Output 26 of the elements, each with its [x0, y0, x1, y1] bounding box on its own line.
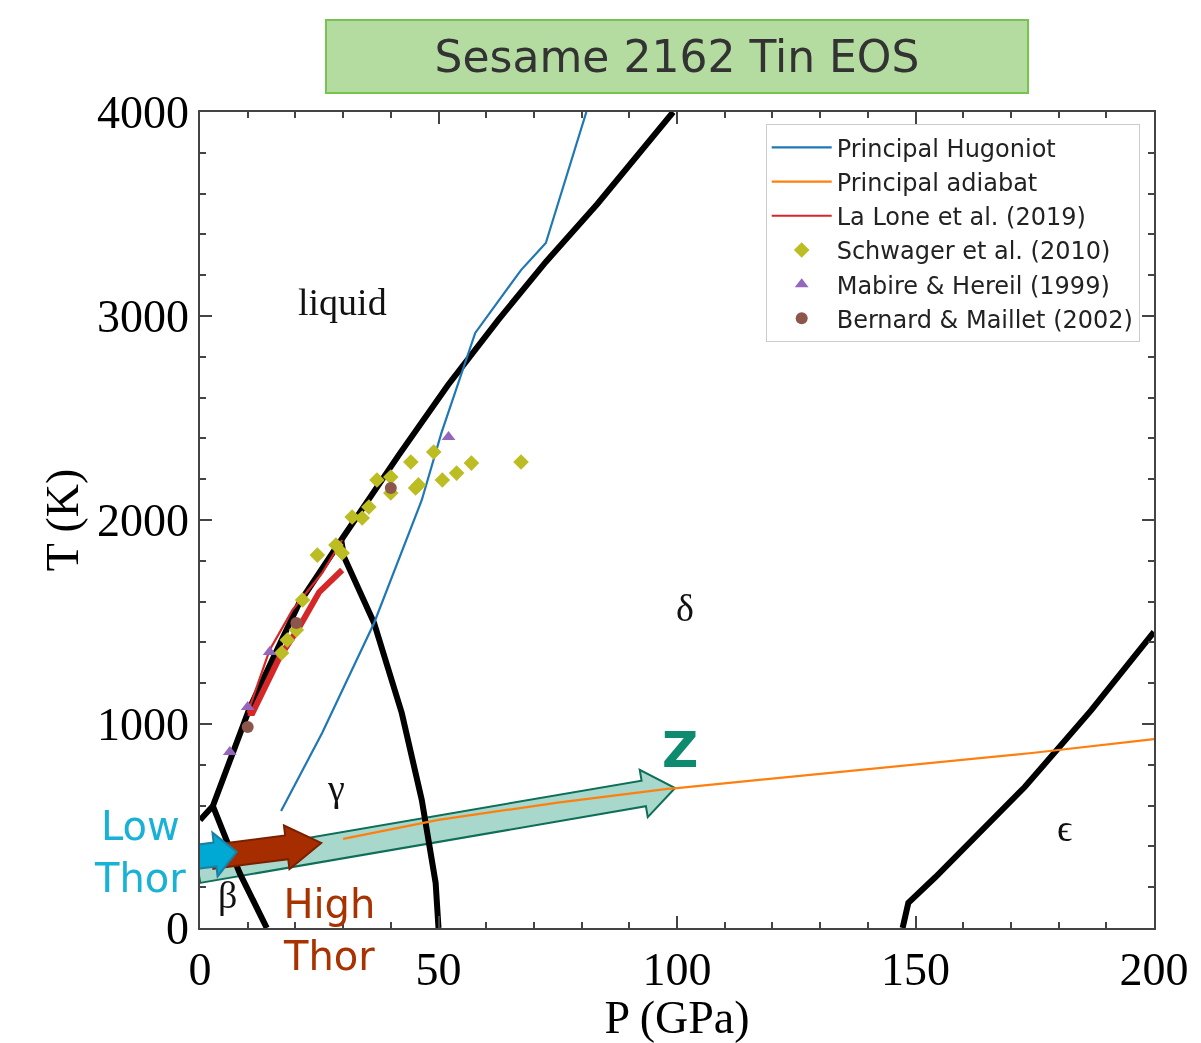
x-tick-label: 100 — [642, 943, 712, 995]
annotation: β — [218, 874, 238, 916]
x-tick-label: 200 — [1119, 943, 1189, 995]
y-tick-label: 1000 — [97, 699, 190, 751]
y-tick-label: 2000 — [97, 495, 190, 547]
annotation: γ — [327, 767, 345, 809]
annotation: liquid — [298, 281, 387, 323]
legend-label: Schwager et al. (2010) — [836, 237, 1111, 266]
y-tick-label: 0 — [166, 903, 190, 955]
annotation: δ — [676, 587, 694, 629]
legend-label: Principal Hugoniot — [836, 134, 1056, 163]
x-tick-label: 150 — [881, 943, 950, 995]
annotation: High Thor — [283, 881, 376, 979]
annotation: ϵ — [1057, 807, 1073, 849]
y-axis-title: T (K) — [36, 468, 88, 572]
chart-title: Sesame 2162 Tin EOS — [434, 31, 920, 82]
legend-label: Principal adiabat — [836, 168, 1038, 197]
annotation: Low Thor — [94, 803, 187, 901]
annotation: Z — [662, 721, 699, 779]
x-axis-title: P (GPa) — [604, 992, 750, 1043]
x-tick-label: 50 — [415, 943, 462, 995]
legend-label: Bernard & Maillet (2002) — [836, 305, 1133, 334]
legend-label: Mabire & Hereil (1999) — [836, 271, 1110, 300]
y-tick-label: 3000 — [97, 291, 190, 343]
y-tick-label: 4000 — [97, 87, 190, 139]
legend-label: La Lone et al. (2019) — [836, 203, 1086, 232]
